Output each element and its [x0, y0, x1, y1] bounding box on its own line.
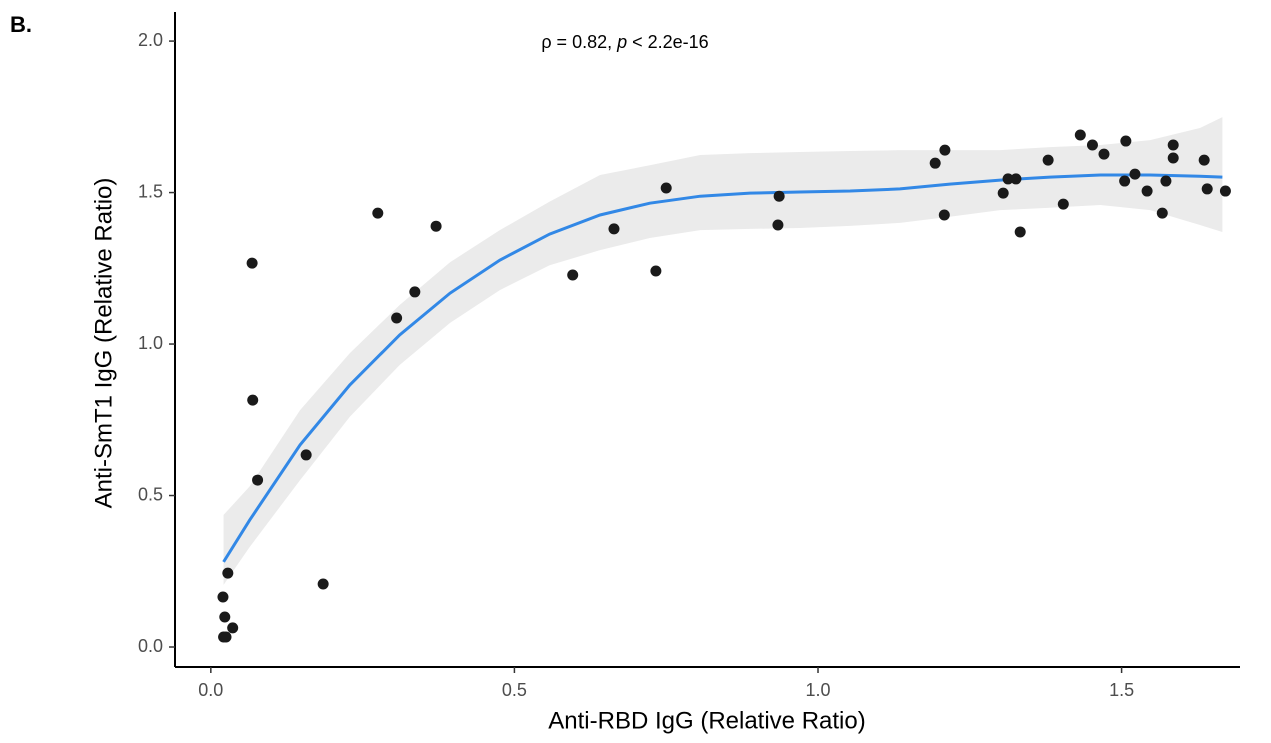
- point: [1119, 175, 1131, 187]
- point: [1167, 139, 1179, 151]
- point: [1042, 154, 1054, 166]
- point: [430, 220, 442, 232]
- point: [773, 190, 785, 202]
- point: [997, 187, 1009, 199]
- point: [247, 394, 259, 406]
- point: [1129, 168, 1141, 180]
- point: [219, 611, 231, 623]
- y-tick-label: 0.5: [138, 484, 163, 504]
- annotation-part: ρ = 0.82,: [541, 32, 617, 52]
- point: [772, 219, 784, 231]
- panel-label: B.: [10, 12, 32, 37]
- point: [1120, 135, 1132, 147]
- y-axis-label: Anti-SmT1 IgG (Relative Ratio): [90, 178, 117, 509]
- point: [220, 631, 232, 643]
- point: [1167, 152, 1179, 164]
- point: [608, 223, 620, 235]
- point: [217, 591, 229, 603]
- point: [1086, 139, 1098, 151]
- x-tick-label: 0.0: [198, 680, 223, 700]
- point: [1010, 173, 1022, 185]
- point: [938, 209, 950, 221]
- x-tick-label: 0.5: [502, 680, 527, 700]
- y-tick-label: 1.5: [138, 181, 163, 201]
- y-tick-label: 2.0: [138, 30, 163, 50]
- point: [227, 622, 239, 634]
- x-axis-label: Anti-RBD IgG (Relative Ratio): [548, 707, 865, 734]
- point: [372, 207, 384, 219]
- point: [567, 269, 579, 281]
- point: [1198, 154, 1210, 166]
- point: [1160, 175, 1172, 187]
- point: [1014, 226, 1026, 238]
- x-tick-label: 1.0: [805, 680, 830, 700]
- point: [1002, 173, 1014, 185]
- point: [409, 286, 421, 298]
- y-tick-label: 0.0: [138, 636, 163, 656]
- annotation-part: < 2.2e-16: [627, 32, 709, 52]
- annotation-part: p: [616, 32, 627, 52]
- confidence-band: [223, 117, 1223, 585]
- point: [929, 157, 941, 169]
- annotation: ρ = 0.82, p < 2.2e-16: [541, 32, 708, 52]
- point: [1141, 185, 1153, 197]
- point: [391, 312, 403, 324]
- y-tick-label: 1.0: [138, 333, 163, 353]
- fit-line: [222, 173, 1223, 563]
- point: [650, 265, 662, 277]
- point: [1098, 148, 1110, 160]
- point: [222, 567, 234, 579]
- point: [252, 474, 264, 486]
- point: [1156, 207, 1168, 219]
- point: [317, 578, 329, 590]
- point: [939, 144, 951, 156]
- x-tick-label: 1.5: [1109, 680, 1134, 700]
- point: [1201, 183, 1213, 195]
- point: [300, 449, 312, 461]
- point: [1057, 198, 1069, 210]
- point: [1074, 129, 1086, 141]
- point: [246, 257, 258, 269]
- point: [660, 182, 672, 194]
- point: [1219, 185, 1231, 197]
